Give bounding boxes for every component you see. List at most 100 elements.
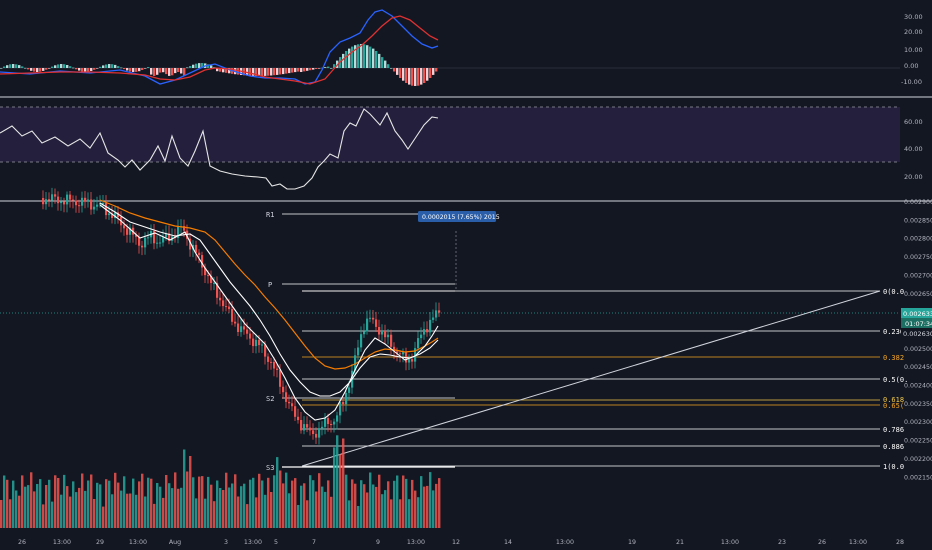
fib-label-0: 0(0.0 <box>883 288 904 296</box>
macd-histogram-bar <box>387 64 390 68</box>
macd-histogram-bar <box>408 68 411 85</box>
macd-histogram-bar <box>0 68 3 69</box>
price-pane[interactable]: R1 P S2 S3 0(0.0 0.236 0.382 0.5(0. 0.61… <box>0 187 932 528</box>
volume-bar <box>51 501 54 528</box>
candle-body <box>366 318 369 332</box>
macd-histogram-bar <box>60 64 63 68</box>
volume-bar <box>417 497 420 528</box>
macd-histogram-bar <box>366 45 369 68</box>
macd-histogram-bar <box>378 53 381 68</box>
fib-label-886: 0.886 <box>883 443 904 451</box>
trend-line[interactable] <box>301 290 881 467</box>
time-axis-label: 13:00 <box>53 539 71 546</box>
macd-histogram-bar <box>222 68 225 73</box>
time-axis-label: 14 <box>504 539 512 546</box>
candle-body <box>96 204 99 207</box>
volume-bar <box>12 480 15 528</box>
volume-bar <box>300 485 303 528</box>
macd-histogram-bar <box>393 68 396 72</box>
candle-body <box>75 200 78 206</box>
candle-body <box>306 424 309 428</box>
candle-body <box>276 368 279 370</box>
macd-histogram-bar <box>174 68 177 74</box>
volume-bar <box>342 438 345 528</box>
volume-bar <box>3 475 6 528</box>
fib-label-5: 0.5(0. <box>883 376 908 384</box>
volume-bar <box>93 499 96 528</box>
volume-bar <box>192 477 195 528</box>
ema-orange <box>99 199 439 370</box>
macd-histogram-bar <box>84 68 87 72</box>
macd-histogram-bar <box>318 68 321 69</box>
macd-axis-label: 0.00 <box>904 62 918 70</box>
volume-bar <box>372 484 375 528</box>
volume-bar <box>45 485 48 528</box>
candle-body <box>321 426 324 429</box>
macd-histogram-bar <box>192 64 195 68</box>
price-axis-label: 0.0025000 <box>904 346 932 353</box>
candle-body <box>207 275 210 277</box>
volume-bar <box>321 486 324 528</box>
macd-histogram-bar <box>357 44 360 68</box>
candle-body <box>54 194 57 197</box>
candle-body <box>420 334 423 339</box>
candle-body <box>153 231 156 244</box>
macd-pane[interactable]: 30.00 20.00 10.00 0.00 -10.00 <box>0 9 923 86</box>
volume-bar <box>225 472 228 528</box>
secondary-price-badge <box>901 328 932 338</box>
candle-body <box>396 351 399 354</box>
volume-bar <box>60 494 63 528</box>
macd-histogram-bar <box>414 68 417 86</box>
candle-body <box>141 245 144 248</box>
volume-bar <box>123 476 126 528</box>
macd-histogram-bar <box>156 68 159 75</box>
macd-histogram-bar <box>33 68 36 72</box>
volume-bar <box>369 472 372 528</box>
volume-bar <box>42 504 45 528</box>
volume-bar <box>75 492 78 528</box>
volume-bar <box>114 472 117 528</box>
volume-bar <box>78 487 81 528</box>
volume-bar <box>195 498 198 528</box>
volume-bar <box>408 499 411 528</box>
volume-bar <box>96 482 99 528</box>
volume-bar <box>189 456 192 528</box>
macd-histogram-bar <box>333 64 336 68</box>
candle-body <box>114 212 117 218</box>
candle-body <box>438 310 441 313</box>
volume-bar <box>183 449 186 528</box>
macd-histogram-bar <box>6 65 9 68</box>
rsi-pane[interactable]: 60.00 40.00 20.00 <box>0 106 923 190</box>
macd-histogram-bar <box>150 68 153 75</box>
candle-body <box>156 242 159 244</box>
macd-histogram-bar <box>168 68 171 76</box>
volume-bar <box>246 504 249 528</box>
macd-axis-label: -10.00 <box>901 78 922 86</box>
macd-histogram-bar <box>372 48 375 68</box>
macd-signal-line <box>0 15 439 85</box>
macd-histogram-bar <box>282 68 285 75</box>
fib-label-786: 0.786 <box>883 426 904 434</box>
volume-bar <box>117 482 120 528</box>
candle-body <box>123 225 126 229</box>
candle-body <box>138 236 141 246</box>
volume-bar <box>30 472 33 528</box>
volume-bar <box>129 493 132 528</box>
macd-histogram-bar <box>117 66 120 68</box>
time-axis[interactable]: 26 13:00 29 13:00 Aug 3 13:00 5 7 9 13:00 12 14 13:00… <box>18 539 904 546</box>
volume-bar <box>66 486 69 528</box>
price-axis-label: 0.0024000 <box>904 383 932 390</box>
volume-bar <box>264 494 267 528</box>
macd-histogram-bar <box>276 68 279 75</box>
volume-bar <box>270 492 273 528</box>
price-axis-label: 0.0028500 <box>904 217 932 224</box>
volume-bar <box>222 490 225 528</box>
candle-body <box>66 194 69 205</box>
volume-bar <box>21 475 24 528</box>
volume-bars <box>0 435 441 528</box>
candle-body <box>288 401 291 404</box>
volume-bar <box>126 493 129 528</box>
candle-body <box>282 386 285 393</box>
macd-histogram-bar <box>78 68 81 71</box>
